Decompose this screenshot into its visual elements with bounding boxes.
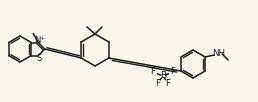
Text: S: S xyxy=(36,54,41,63)
Text: N: N xyxy=(35,35,41,44)
Text: NH: NH xyxy=(213,49,226,59)
Text: B: B xyxy=(160,72,166,80)
Text: F: F xyxy=(156,79,160,88)
Text: F: F xyxy=(165,79,171,88)
Text: +: + xyxy=(39,35,44,40)
Text: F: F xyxy=(171,68,175,76)
Text: F: F xyxy=(150,68,156,76)
